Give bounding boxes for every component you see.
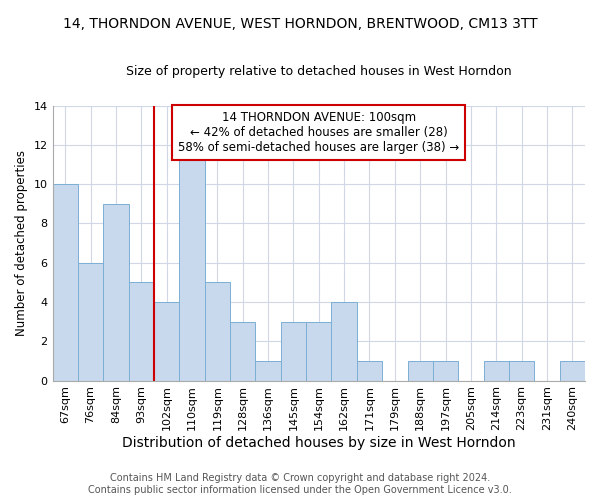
- Bar: [205, 282, 230, 380]
- X-axis label: Distribution of detached houses by size in West Horndon: Distribution of detached houses by size …: [122, 436, 515, 450]
- Bar: [509, 361, 534, 380]
- Bar: [306, 322, 331, 380]
- Bar: [407, 361, 433, 380]
- Title: Size of property relative to detached houses in West Horndon: Size of property relative to detached ho…: [126, 65, 512, 78]
- Bar: [560, 361, 585, 380]
- Bar: [331, 302, 357, 380]
- Bar: [53, 184, 78, 380]
- Bar: [281, 322, 306, 380]
- Bar: [154, 302, 179, 380]
- Bar: [78, 262, 103, 380]
- Bar: [103, 204, 128, 380]
- Bar: [179, 145, 205, 380]
- Bar: [256, 361, 281, 380]
- Bar: [357, 361, 382, 380]
- Bar: [433, 361, 458, 380]
- Y-axis label: Number of detached properties: Number of detached properties: [15, 150, 28, 336]
- Text: Contains HM Land Registry data © Crown copyright and database right 2024.
Contai: Contains HM Land Registry data © Crown c…: [88, 474, 512, 495]
- Text: 14, THORNDON AVENUE, WEST HORNDON, BRENTWOOD, CM13 3TT: 14, THORNDON AVENUE, WEST HORNDON, BRENT…: [62, 18, 538, 32]
- Text: 14 THORNDON AVENUE: 100sqm
← 42% of detached houses are smaller (28)
58% of semi: 14 THORNDON AVENUE: 100sqm ← 42% of deta…: [178, 111, 460, 154]
- Bar: [128, 282, 154, 380]
- Bar: [230, 322, 256, 380]
- Bar: [484, 361, 509, 380]
